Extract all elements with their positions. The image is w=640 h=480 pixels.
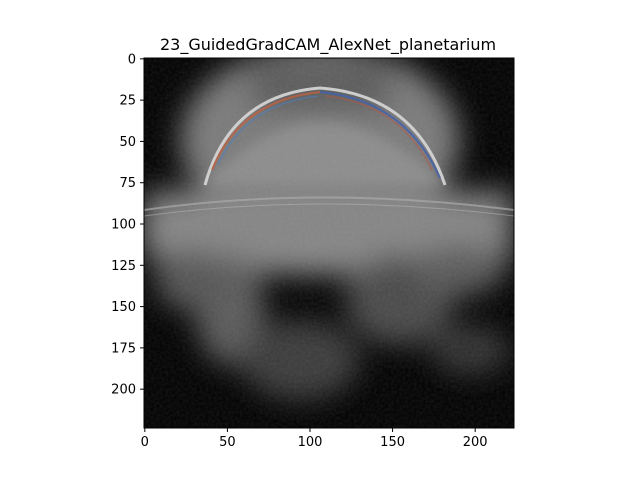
x-tick-label: 100: [298, 435, 323, 450]
y-tick-label: 200: [111, 383, 136, 398]
y-tick-label: 75: [119, 176, 136, 191]
chart-title: 23_GuidedGradCAM_AlexNet_planetarium: [160, 35, 496, 55]
x-tick-label: 0: [141, 435, 149, 450]
heatmap-image: [144, 58, 514, 428]
y-tick-label: 50: [119, 135, 136, 150]
y-tick-label: 25: [119, 94, 136, 109]
axes-frame: [143, 57, 515, 429]
y-tick-label: 0: [128, 52, 136, 67]
y-axis-ticks: 0 25 50 75 100 125 150 175 200: [111, 52, 144, 398]
y-tick-label: 100: [111, 218, 136, 233]
y-tick-label: 150: [111, 300, 136, 315]
x-tick-label: 150: [380, 435, 405, 450]
y-tick-label: 175: [111, 341, 136, 356]
x-axis-ticks: 0 50 100 150 200: [141, 428, 488, 450]
y-tick-label: 125: [111, 259, 136, 274]
x-tick-label: 200: [463, 435, 488, 450]
x-tick-label: 50: [219, 435, 236, 450]
